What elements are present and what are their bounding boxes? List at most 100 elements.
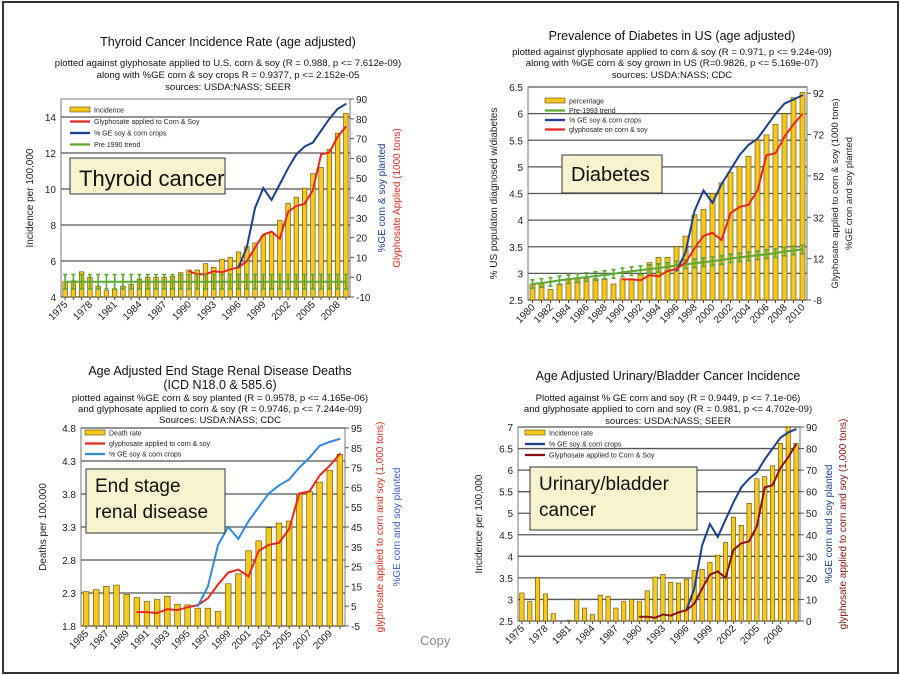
chart-subtitle: and glyphosate applied to corn and soy (… (524, 404, 812, 415)
y-right-tick-label: 90 (806, 423, 818, 434)
y-right-tick-label: -5 (351, 622, 360, 633)
error-bar (71, 273, 76, 290)
y-right-tick-label: 10 (356, 253, 368, 264)
y-right-tick-label: 80 (356, 115, 368, 126)
y-tick-label: 7 (507, 423, 513, 434)
bar (306, 491, 313, 627)
x-tick-label: 1996 (668, 623, 692, 647)
bar (547, 289, 554, 301)
y-tick-label: 12 (45, 149, 57, 160)
error-bar (319, 273, 324, 290)
y-tick-label: 4.3 (62, 457, 76, 468)
series-point (693, 210, 696, 212)
x-tick-label: 2008 (319, 299, 343, 323)
error-bar (656, 262, 661, 274)
error-bar (692, 258, 697, 269)
series-point (227, 526, 230, 528)
chart-subtitle: along with %GE corn & soy grown in US (R… (526, 58, 819, 69)
y-axis-title: % US populaton diagnosed w/diabetes (489, 108, 500, 280)
bar (103, 586, 110, 627)
y-right-tick-label: 30 (806, 552, 818, 563)
legend-label: percentage (569, 99, 604, 106)
x-tick-label: 1987 (146, 299, 170, 323)
bar (636, 601, 642, 622)
bar (82, 591, 90, 627)
error-bar (79, 273, 84, 290)
series-point (176, 609, 179, 611)
bar (652, 576, 658, 622)
bar (597, 594, 603, 622)
error-bar (286, 273, 291, 290)
bar (707, 562, 713, 622)
y-right-tick-label: 72 (813, 131, 825, 142)
bar (709, 193, 716, 301)
bar (286, 520, 293, 627)
series-point (262, 233, 265, 236)
x-tick-label: 1978 (72, 299, 96, 323)
error-bar (137, 273, 142, 290)
error-bar (710, 256, 715, 267)
series-point (287, 167, 289, 170)
series-point (702, 235, 705, 237)
series-point (254, 207, 256, 209)
y-right-tick-label: 70 (806, 466, 818, 477)
legend-label: Incidence (94, 108, 124, 115)
x-tick-label: 1984 (574, 623, 598, 647)
series-point (328, 118, 331, 120)
chart-subtitle: and glyphosate applied to corn & soy (R … (78, 404, 362, 415)
chart-1: Thyroid Cancer Incidence Rate (age adjus… (25, 35, 403, 323)
series-point (312, 189, 314, 191)
chart-4: Age Adjusted Urinary/Bladder Cancer Inci… (474, 369, 849, 647)
y-tick-label: 4.5 (509, 190, 523, 201)
bar (336, 454, 344, 627)
x-tick-label: 1990 (621, 623, 645, 647)
series-point (711, 231, 714, 234)
legend-label: Glyphosate applied to Corn & Soy (549, 453, 655, 460)
bar (637, 273, 644, 301)
bar (673, 246, 680, 301)
error-bar (647, 264, 652, 275)
annotation-box (69, 157, 226, 195)
y-tick-label: 4 (507, 552, 513, 563)
x-tick-label: 2002 (715, 623, 739, 647)
series-point (630, 278, 633, 281)
error-bar (701, 257, 706, 268)
series-point (278, 484, 280, 487)
series-point (328, 151, 331, 154)
error-bar (261, 273, 266, 290)
x-tick-label: 1999 (692, 623, 716, 647)
annotation-box (85, 468, 226, 534)
x-tick-label: 1997 (190, 628, 214, 652)
bar (326, 469, 333, 627)
error-bar (620, 267, 625, 278)
series-point (720, 239, 723, 241)
y-tick-label: 6 (517, 110, 523, 121)
legend-label: % GE soy & corn crops (569, 118, 642, 125)
series-point (787, 456, 790, 458)
legend-label: Glyphosate applied to Corn & Soy (94, 119, 200, 126)
error-bar (269, 273, 274, 290)
series-point (724, 577, 727, 579)
y-right-tick-label: 50 (806, 509, 818, 520)
error-bar (236, 273, 241, 290)
y-tick-label: 3 (517, 269, 523, 280)
series-point (795, 428, 797, 430)
chart-subtitle: sources: USDA:NASS; SEER (605, 416, 731, 427)
series-point (654, 616, 656, 619)
x-tick-label: 2002 (270, 299, 294, 323)
y-tick-label: 6 (507, 466, 513, 477)
legend-label: % GE soy & corn crops (549, 442, 622, 449)
y-tick-label: 3.3 (62, 523, 76, 534)
series-point (724, 518, 727, 521)
bar (123, 594, 130, 627)
x-tick-label: 2009 (311, 628, 335, 652)
series-point (262, 187, 265, 189)
x-tick-label: 2005 (739, 623, 763, 647)
error-bar (302, 273, 307, 290)
y-tick-label: 4 (517, 216, 523, 227)
bar (754, 139, 761, 301)
y-tick-label: 3 (507, 595, 513, 606)
series-point (328, 441, 331, 443)
chart-subtitle: Plotted against % GE corn and soy (R = 0… (536, 393, 801, 404)
series-point (188, 270, 190, 273)
